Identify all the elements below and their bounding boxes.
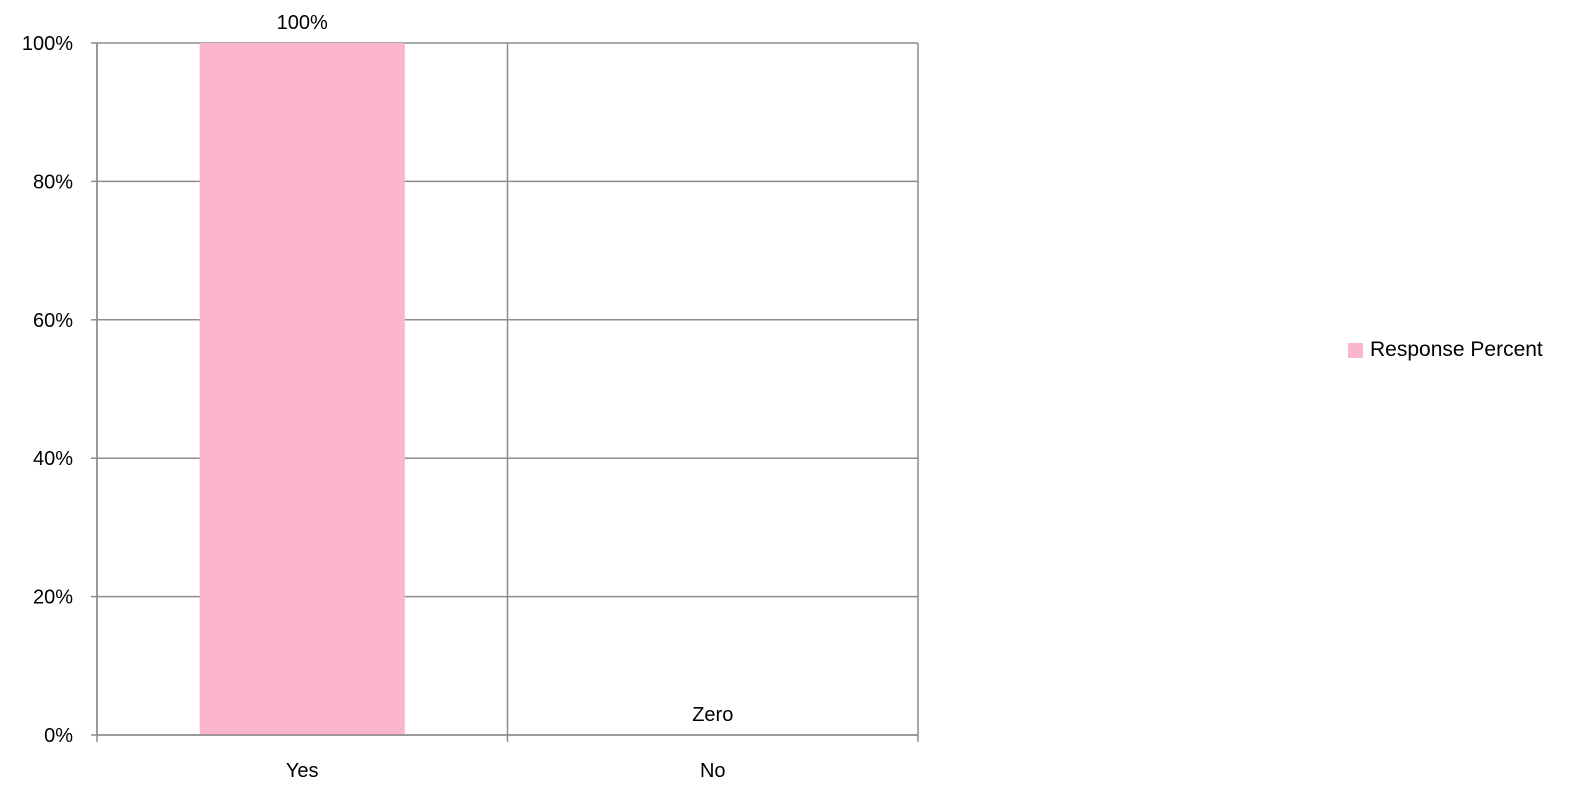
x-tick-label: No — [700, 760, 726, 782]
bar — [199, 43, 405, 735]
y-tick-label: 60% — [33, 310, 73, 332]
x-tick-label: Yes — [286, 760, 319, 782]
legend-label: Response Percent — [1370, 338, 1543, 361]
data-labels: 100% Zero — [277, 12, 734, 726]
legend: Response Percent — [1348, 338, 1543, 362]
legend-swatch — [1348, 342, 1363, 358]
data-label: Zero — [692, 704, 733, 726]
bars — [199, 43, 405, 735]
y-tick-label: 80% — [33, 171, 73, 193]
y-tick-label: 40% — [33, 448, 73, 470]
y-tick-label: 20% — [33, 587, 73, 609]
data-label: 100% — [277, 12, 328, 34]
y-axis-ticks: 0% 20% 40% 60% 80% 100% — [22, 33, 97, 747]
x-axis-ticks: Yes No — [96, 735, 919, 782]
y-tick-label: 0% — [44, 725, 73, 747]
y-tick-label: 100% — [22, 33, 73, 55]
